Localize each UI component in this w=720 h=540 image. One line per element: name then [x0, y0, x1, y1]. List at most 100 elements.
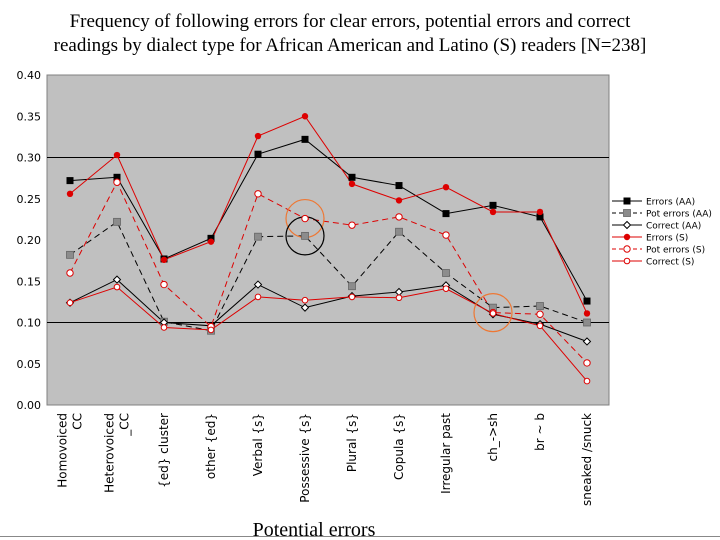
marker-correct-s-verbal-s [254, 293, 262, 301]
chart-title-line-2: readings by dialect type for African Ame… [53, 35, 647, 56]
marker-pot-errors-s-heterovoiced-cc [113, 178, 121, 186]
marker-errors-aa-possessive-s [301, 135, 309, 143]
legend-label-errors-s: Errors (S) [646, 234, 688, 244]
x-tick-label-verbal-s: Verbal {s} [251, 413, 265, 476]
marker-errors-s-sneaked-snuck [583, 310, 591, 317]
x-tick-label-plural-s: Plural {s} [345, 413, 359, 472]
marker-pot-errors-aa-heterovoiced-cc [113, 217, 121, 226]
bottom-rule [0, 536, 720, 537]
marker-correct-aa-sneaked-snuck [582, 337, 592, 346]
marker-errors-s-ch-sh [489, 208, 497, 216]
legend-marker-pot-errors-aa [623, 209, 631, 217]
marker-errors-aa-br-b [536, 213, 544, 221]
marker-errors-s-plural-s [348, 180, 356, 188]
marker-pot-errors-s-br-b [536, 310, 544, 318]
marker-pot-errors-aa-plural-s [348, 282, 356, 291]
chart-title: Frequency of following errors for clear … [0, 10, 700, 58]
legend-marker-pot-errors-s [623, 245, 631, 253]
marker-correct-s-heterovoiced-cc [113, 283, 121, 291]
marker-pot-errors-aa-sneaked-snuck [583, 318, 591, 327]
marker-errors-s-br-b [536, 208, 544, 216]
x-axis: Homovoiced CC Heterovoiced _CC {ed} cluster o… [56, 413, 595, 506]
marker-errors-aa-ch-sh [489, 201, 497, 209]
x-tick-label-possessive-s: Possessive {s} [298, 413, 312, 503]
marker-pot-errors-s-plural-s [348, 221, 356, 229]
legend-marker-errors-s [623, 233, 631, 241]
x-tick-label-ch-sh: ch_->sh [486, 413, 500, 461]
marker-errors-aa-verbal-s [254, 150, 262, 158]
marker-errors-aa-copula-s [395, 182, 403, 190]
y-tick-label-0-15: 0.15 [17, 275, 42, 288]
marker-pot-errors-s-homovoiced-cc [66, 269, 74, 277]
y-tick-label-0-20: 0.20 [17, 234, 42, 247]
chart-title-line-1: Frequency of following errors for clear … [69, 11, 631, 32]
marker-pot-errors-aa-br-b [536, 302, 544, 310]
marker-pot-errors-aa-possessive-s [301, 231, 309, 240]
marker-errors-s-copula-s [395, 197, 403, 204]
marker-errors-s-heterovoiced-cc [113, 151, 121, 159]
marker-pot-errors-aa-verbal-s [254, 232, 262, 241]
x-tick-label-copula-s: Copula {s} [392, 413, 406, 480]
legend-label-errors-aa: Errors (AA) [646, 198, 695, 208]
series-line-errors-s [69, 115, 588, 314]
marker-correct-s-ch-sh [489, 310, 497, 317]
legend-label-correct-s: Correct (S) [646, 258, 694, 268]
x-tick-label-ed-cluster: {ed} cluster [157, 413, 171, 488]
marker-correct-aa-verbal-s [253, 280, 263, 289]
marker-pot-errors-aa-copula-s [395, 227, 403, 236]
x-tick-label-br-b: br ~ b [533, 413, 547, 451]
marker-correct-s-sneaked-snuck [583, 377, 591, 385]
series-lines [69, 115, 588, 382]
marker-errors-s-possessive-s [301, 113, 309, 120]
marker-errors-aa-irregular-past [442, 210, 450, 218]
marker-pot-errors-s-verbal-s [254, 190, 262, 198]
marker-errors-aa-other-ed [207, 234, 215, 242]
series-line-pot-errors-aa [69, 221, 588, 332]
marker-correct-s-ed-cluster [160, 324, 168, 331]
marker-correct-aa-heterovoiced-cc [112, 275, 122, 284]
series-line-errors-aa [69, 138, 588, 302]
marker-pot-errors-aa-homovoiced-cc [66, 250, 74, 259]
marker-pot-errors-aa-irregular-past [442, 269, 450, 277]
marker-correct-s-possessive-s [301, 296, 309, 304]
plot-area [46, 74, 610, 406]
marker-errors-s-other-ed [207, 238, 215, 245]
marker-correct-s-other-ed [207, 326, 215, 334]
legend-marker-correct-aa [622, 220, 632, 230]
x-tick-label-sneaked-snuck: sneaked /snuck [580, 413, 594, 506]
series-line-correct-s [69, 286, 588, 382]
legend-marker-errors-aa [623, 197, 631, 205]
y-tick-label-0-25: 0.25 [17, 193, 42, 206]
x-tick-label-heterovoiced-cc-line-2: _CC [118, 413, 132, 437]
marker-pot-errors-s-possessive-s [301, 214, 309, 223]
x-tick-label-heterovoiced-cc-line-1: Heterovoiced [103, 413, 117, 493]
series-line-pot-errors-s [69, 181, 588, 364]
x-tick-label-other-ed: other {ed} [204, 413, 218, 479]
series-markers [65, 113, 592, 385]
marker-correct-s-irregular-past [442, 285, 450, 292]
marker-pot-errors-s-irregular-past [442, 231, 450, 239]
legend-label-pot-errors-aa: Pot errors (AA) [646, 210, 712, 220]
y-tick-label-0-05: 0.05 [17, 358, 42, 371]
y-axis: 0.00 0.05 0.10 0.15 0.20 0.25 0.30 0.35 0.40 [17, 69, 42, 412]
marker-errors-aa-heterovoiced-cc [113, 173, 121, 181]
marker-errors-s-irregular-past [442, 184, 450, 191]
y-tick-label-0-30: 0.30 [17, 152, 42, 165]
marker-errors-aa-homovoiced-cc [66, 177, 74, 185]
y-tick-label-0-40: 0.40 [17, 69, 42, 82]
x-tick-label-homovoiced-cc-line-2: CC [71, 413, 85, 430]
marker-correct-s-br-b [536, 322, 544, 330]
legend: Errors (AA) Pot errors (AA) Correct (AA) Er… [612, 197, 712, 268]
y-tick-label-0-35: 0.35 [17, 110, 42, 123]
x-tick-label-irregular-past: Irregular past [439, 413, 453, 494]
marker-errors-aa-plural-s [348, 173, 356, 181]
x-axis-label: Potential errors [253, 519, 376, 540]
legend-label-pot-errors-s: Pot errors (S) [646, 246, 705, 256]
marker-errors-aa-sneaked-snuck [583, 297, 591, 305]
marker-correct-aa-possessive-s [300, 303, 310, 312]
x-tick-label-homovoiced-cc-line-1: Homovoiced [56, 413, 70, 488]
marker-errors-s-ed-cluster [160, 256, 168, 263]
marker-pot-errors-s-sneaked-snuck [583, 359, 591, 367]
marker-correct-s-homovoiced-cc [66, 299, 74, 307]
